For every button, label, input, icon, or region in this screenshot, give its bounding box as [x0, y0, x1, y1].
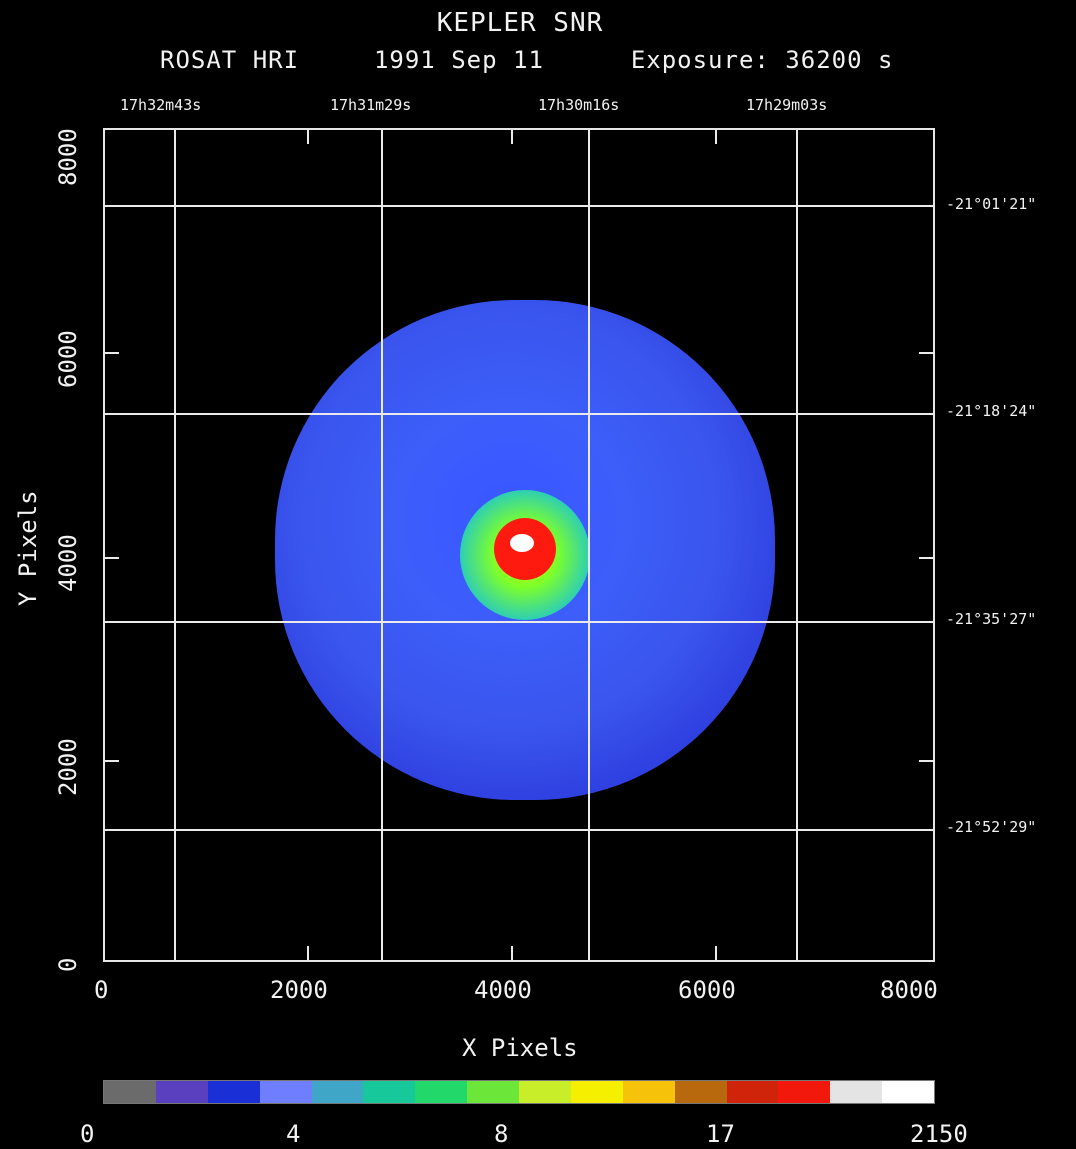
colorbar-label: 4: [286, 1120, 301, 1148]
ra-grid-line: [174, 130, 176, 960]
x-tick: [715, 130, 717, 144]
ra-label: 17h29m03s: [746, 96, 828, 114]
y-tick-label: 2000: [54, 738, 82, 796]
ra-grid-line: [796, 130, 798, 960]
core-highlight: [510, 534, 534, 552]
ra-label: 17h32m43s: [120, 96, 202, 114]
y-tick-label: 6000: [54, 330, 82, 388]
dec-grid-line: [105, 413, 933, 415]
y-tick: [919, 760, 933, 762]
dec-label: -21°52'29": [946, 818, 1037, 836]
y-tick: [105, 760, 119, 762]
y-tick: [919, 557, 933, 559]
ra-label: 17h30m16s: [538, 96, 620, 114]
colorbar-swatch: [363, 1081, 416, 1103]
x-tick: [511, 130, 513, 144]
colorbar-swatch: [570, 1081, 623, 1103]
colorbar-swatch: [726, 1081, 779, 1103]
colorbar-swatch: [259, 1081, 312, 1103]
intensity-colorbar: [103, 1080, 935, 1104]
colorbar-swatch: [830, 1081, 883, 1103]
colorbar-swatch: [778, 1081, 831, 1103]
image-title: KEPLER SNR: [436, 8, 604, 38]
dec-label: -21°18'24": [946, 402, 1037, 420]
y-tick-label: 0: [54, 957, 82, 972]
colorbar-swatch: [882, 1081, 934, 1103]
colorbar-swatch: [104, 1081, 156, 1103]
dec-grid-line: [105, 205, 933, 207]
x-tick-label: 8000: [880, 976, 938, 1004]
observation-info: ROSAT HRI 1991 Sep 11 Exposure: 36200 s: [160, 46, 893, 74]
x-tick: [715, 946, 717, 960]
ra-grid-line: [381, 130, 383, 960]
x-tick-label: 2000: [270, 976, 328, 1004]
y-axis-label: Y Pixels: [14, 490, 42, 606]
y-tick: [919, 352, 933, 354]
colorbar-swatch: [311, 1081, 364, 1103]
colorbar-swatch: [519, 1081, 571, 1103]
x-tick-label: 0: [94, 976, 109, 1004]
exposure-label: Exposure: 36200 s: [630, 46, 894, 74]
y-tick-label: 8000: [54, 128, 82, 186]
x-axis-label: X Pixels: [462, 1034, 578, 1062]
colorbar-swatch: [415, 1081, 468, 1103]
xray-image-panel: [103, 128, 935, 962]
colorbar-label: 2150: [910, 1120, 968, 1148]
colorbar-swatch: [674, 1081, 727, 1103]
x-tick-label: 6000: [678, 976, 736, 1004]
colorbar-label: 17: [706, 1120, 735, 1148]
dec-grid-line: [105, 621, 933, 623]
colorbar-swatch: [467, 1081, 519, 1103]
dec-label: -21°01'21": [946, 195, 1037, 213]
colorbar-swatch: [207, 1081, 260, 1103]
colorbar-swatch: [622, 1081, 675, 1103]
observation-date: 1991 Sep 11: [373, 46, 544, 74]
ra-grid-line: [588, 130, 590, 960]
x-tick: [307, 130, 309, 144]
y-tick: [105, 352, 119, 354]
y-tick-label: 4000: [54, 534, 82, 592]
x-tick: [511, 946, 513, 960]
instrument-label: ROSAT HRI: [160, 46, 300, 74]
colorbar-label: 8: [494, 1120, 509, 1148]
y-tick: [105, 557, 119, 559]
ra-label: 17h31m29s: [330, 96, 412, 114]
colorbar-swatch: [155, 1081, 208, 1103]
x-tick: [307, 946, 309, 960]
dec-grid-line: [105, 829, 933, 831]
x-tick-label: 4000: [474, 976, 532, 1004]
dec-label: -21°35'27": [946, 610, 1037, 628]
colorbar-label: 0: [80, 1120, 95, 1148]
